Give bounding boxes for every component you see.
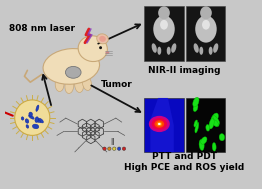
Circle shape [15, 100, 50, 135]
FancyBboxPatch shape [144, 98, 183, 152]
Text: PTT and PDT
High PCE and ROS yield: PTT and PDT High PCE and ROS yield [124, 152, 245, 172]
Ellipse shape [103, 147, 106, 150]
Ellipse shape [158, 6, 170, 19]
Ellipse shape [195, 122, 199, 133]
Ellipse shape [157, 47, 161, 55]
Ellipse shape [193, 97, 199, 107]
Ellipse shape [212, 120, 218, 126]
Text: Tumor: Tumor [101, 80, 132, 89]
Ellipse shape [117, 147, 121, 150]
Ellipse shape [160, 20, 168, 30]
Polygon shape [150, 98, 174, 152]
Text: 808 nm laser: 808 nm laser [9, 25, 75, 33]
Ellipse shape [211, 118, 219, 126]
Ellipse shape [199, 139, 204, 150]
Ellipse shape [65, 79, 74, 94]
Ellipse shape [199, 47, 203, 55]
Ellipse shape [152, 118, 167, 130]
Ellipse shape [38, 118, 43, 123]
Ellipse shape [209, 47, 212, 55]
Ellipse shape [122, 147, 126, 150]
Ellipse shape [171, 43, 176, 53]
Ellipse shape [32, 124, 39, 129]
Ellipse shape [26, 125, 29, 128]
Ellipse shape [66, 66, 81, 78]
Ellipse shape [156, 122, 162, 126]
Ellipse shape [43, 49, 100, 84]
Ellipse shape [206, 125, 210, 131]
Ellipse shape [29, 115, 34, 119]
Ellipse shape [25, 119, 29, 123]
Ellipse shape [29, 112, 32, 116]
Text: NIR-II imaging: NIR-II imaging [148, 66, 221, 75]
Ellipse shape [153, 15, 175, 43]
Ellipse shape [35, 117, 39, 122]
Ellipse shape [99, 46, 102, 49]
Ellipse shape [201, 137, 207, 144]
Ellipse shape [213, 43, 218, 53]
Ellipse shape [149, 116, 170, 132]
Ellipse shape [55, 77, 64, 91]
Ellipse shape [152, 43, 157, 53]
Ellipse shape [193, 104, 198, 112]
Ellipse shape [99, 36, 106, 42]
Ellipse shape [213, 115, 220, 124]
Ellipse shape [75, 78, 84, 92]
Ellipse shape [112, 147, 116, 150]
Ellipse shape [83, 76, 91, 91]
Ellipse shape [200, 6, 212, 19]
Ellipse shape [21, 117, 24, 120]
Ellipse shape [219, 134, 225, 141]
Ellipse shape [35, 119, 41, 122]
Ellipse shape [212, 143, 216, 151]
Ellipse shape [194, 43, 199, 53]
Ellipse shape [36, 105, 39, 111]
Text: II: II [110, 138, 114, 147]
Ellipse shape [108, 147, 111, 150]
FancyBboxPatch shape [187, 6, 226, 60]
Ellipse shape [209, 119, 214, 129]
Ellipse shape [211, 113, 219, 123]
Ellipse shape [105, 51, 109, 54]
Ellipse shape [167, 47, 171, 55]
Ellipse shape [154, 120, 164, 128]
Ellipse shape [158, 123, 161, 125]
Ellipse shape [78, 36, 107, 62]
Ellipse shape [97, 34, 108, 44]
Ellipse shape [195, 15, 217, 43]
FancyBboxPatch shape [144, 6, 183, 60]
Ellipse shape [194, 120, 198, 127]
FancyBboxPatch shape [187, 98, 226, 152]
Ellipse shape [202, 20, 210, 30]
